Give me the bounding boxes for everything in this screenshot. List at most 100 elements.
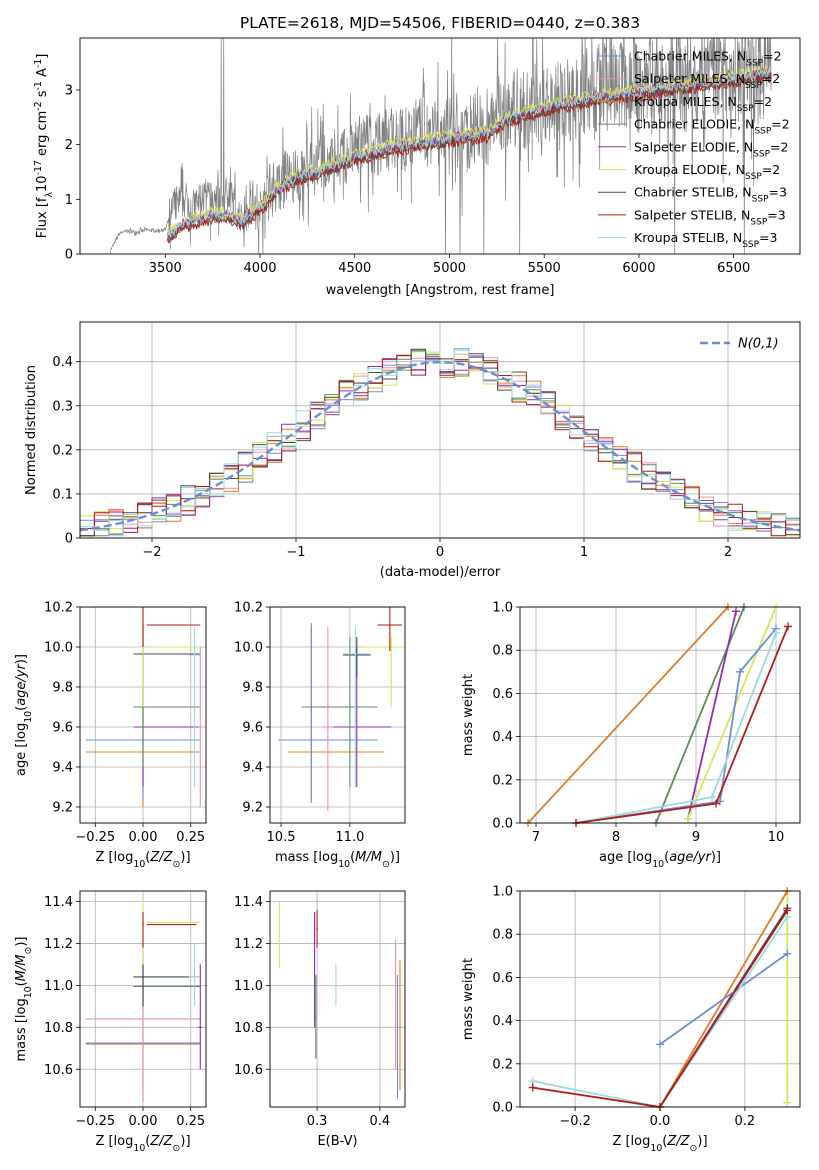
y-tick-label: 9.4 — [52, 761, 73, 776]
y-tick-label: 0.8 — [492, 928, 513, 943]
y-tick-label: 0.2 — [492, 773, 513, 788]
data-point — [199, 726, 202, 728]
x-tick-label: 6000 — [622, 261, 655, 276]
weight-marker — [783, 1098, 792, 1107]
y-axis-label: Normed distribution — [24, 365, 39, 495]
weight-line-3 — [659, 952, 788, 1046]
y-tick-label: 0.8 — [492, 644, 513, 659]
weight-marker — [656, 1040, 664, 1049]
y-tick-label: 0.1 — [52, 487, 73, 502]
mass-age-panel-frame — [269, 606, 406, 824]
x-axis-label: Z [log10(Z/Z⊙)] — [95, 1134, 190, 1154]
mass-age-panel-plot-area — [278, 607, 405, 811]
data-point — [199, 1026, 202, 1029]
y-axis-label: mass weight — [461, 674, 476, 756]
x-tick-label: 6500 — [717, 261, 750, 276]
y-tick-label: 10.0 — [234, 641, 263, 656]
age-massweight-panel-frame — [519, 606, 801, 824]
x-tick-label: 0.3 — [307, 1114, 328, 1129]
y-axis-label: mass weight — [461, 958, 476, 1040]
normal-curve — [80, 360, 800, 532]
weight-line-2 — [687, 611, 737, 819]
y-tick-label: 9.8 — [242, 681, 263, 696]
x-axis-label: (data-model)/error — [380, 565, 501, 580]
data-point — [142, 1018, 144, 1020]
x-tick-label: 11.0 — [335, 830, 364, 845]
y-tick-label: 10.8 — [44, 1021, 73, 1036]
x-tick-label: 2 — [724, 545, 732, 560]
y-tick-label: 10.2 — [44, 601, 73, 616]
legend: N(0,1) — [700, 337, 779, 352]
y-tick-label: 11.4 — [234, 895, 263, 910]
y-axis-label: Flux [fλ10-17 erg cm-2 s-1 A-1] — [33, 54, 55, 239]
x-tick-label: −2 — [142, 545, 161, 560]
x-axis-label: wavelength [Angstrom, rest frame] — [326, 283, 555, 298]
y-tick-label: 1.0 — [492, 601, 513, 616]
x-tick-label: 0.00 — [129, 1114, 158, 1129]
x-tick-label: 8 — [612, 830, 620, 845]
ebv-mass-panel-frame — [269, 890, 406, 1108]
y-tick-label: 9.6 — [242, 721, 263, 736]
x-tick-label: 5000 — [433, 261, 466, 276]
x-tick-label: 0.00 — [129, 830, 158, 845]
y-tick-label: 0.2 — [492, 1057, 513, 1072]
x-tick-label: 10.5 — [267, 830, 296, 845]
legend-entry: Salpeter MILES, NSSP=2 — [634, 71, 780, 91]
y-tick-label: 0 — [65, 532, 73, 547]
x-tick-label: −1 — [286, 545, 305, 560]
x-tick-label: 1 — [580, 545, 588, 560]
z-mass-panel: −0.25 0.00 0.25 10.6 10.8 11.0 11.2 11.4 Z [log1… — [14, 890, 207, 1154]
residuals-frame — [79, 321, 801, 539]
data-point — [313, 984, 316, 987]
weight-marker — [708, 793, 716, 802]
y-tick-label: 3 — [65, 83, 73, 98]
weight-marker — [772, 628, 780, 637]
y-tick-label: 0.4 — [492, 1014, 513, 1029]
age-massweight-panel-plot-area — [524, 603, 792, 827]
age-massweight-panel: 7 8 9 10 0.0 0.2 0.4 0.6 0.8 1.0 age [log10(age/yr… — [461, 601, 801, 870]
y-tick-label: 0.0 — [492, 817, 513, 832]
x-tick-label: 0.25 — [176, 830, 205, 845]
weight-marker — [712, 799, 720, 808]
model-line-7 — [166, 73, 772, 243]
y-tick-label: 0 — [65, 248, 73, 263]
data-point — [193, 654, 196, 656]
x-axis-label: Z [log10(Z/Z⊙)] — [95, 850, 190, 870]
y-tick-label: 2 — [65, 138, 73, 153]
spectrum-plot-area — [109, 38, 772, 254]
y-tick-label: 0.2 — [52, 443, 73, 458]
spectrum-panel: 3500 4000 4500 5000 5500 6000 6500 0 1 2 3 PLATE=26… — [33, 14, 801, 298]
weight-marker — [732, 607, 740, 616]
data-point — [355, 726, 358, 728]
histogram-3 — [80, 349, 800, 537]
data-point — [278, 934, 281, 936]
z-age-panel-frame — [79, 606, 207, 824]
legend-entry: Kroupa ELODIE, NSSP=2 — [634, 162, 780, 182]
data-point — [396, 1036, 399, 1039]
data-point — [399, 1026, 401, 1029]
weight-marker — [736, 667, 744, 676]
x-axis-label: age [log10(age/yr)] — [599, 850, 721, 870]
z-age-panel: −0.25 0.00 0.25 9.2 9.4 9.6 9.8 10.0 10.2 Z [log1… — [14, 601, 207, 870]
model-line-6 — [166, 73, 772, 243]
x-tick-label: 7 — [532, 830, 540, 845]
y-tick-label: 11.2 — [44, 937, 73, 952]
data-point — [142, 624, 144, 626]
histogram-8 — [80, 349, 800, 537]
x-tick-label: 5500 — [528, 261, 561, 276]
y-tick-label: 0.6 — [492, 971, 513, 986]
weight-marker — [528, 1083, 537, 1092]
data-point — [355, 654, 358, 656]
weight-line-4 — [575, 628, 777, 824]
x-tick-label: 3500 — [149, 261, 182, 276]
y-tick-label: 0.4 — [52, 355, 73, 370]
data-point — [310, 739, 313, 741]
z-massweight-panel-frame — [519, 890, 801, 1108]
weight-marker — [784, 622, 792, 631]
x-tick-label: −0.2 — [559, 1114, 591, 1129]
legend-entry: Salpeter ELODIE, NSSP=2 — [634, 139, 788, 159]
model-line-8 — [166, 68, 772, 240]
residuals-panel: −2 −1 0 1 2 0 0.1 0.2 0.3 0.4 (data-model)/error No… — [24, 321, 801, 580]
y-tick-label: 9.2 — [242, 801, 263, 816]
